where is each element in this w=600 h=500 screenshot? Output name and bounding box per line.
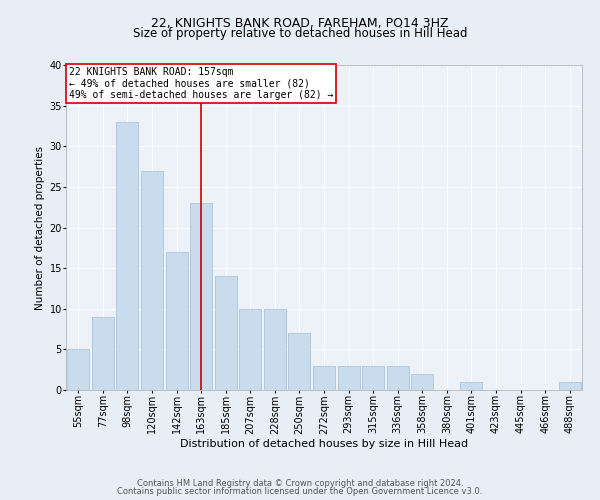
Bar <box>190 203 212 390</box>
Text: 22 KNIGHTS BANK ROAD: 157sqm
← 49% of detached houses are smaller (82)
49% of se: 22 KNIGHTS BANK ROAD: 157sqm ← 49% of de… <box>68 66 333 100</box>
Bar <box>460 382 482 390</box>
Bar <box>559 382 581 390</box>
Bar <box>362 366 384 390</box>
Text: Size of property relative to detached houses in Hill Head: Size of property relative to detached ho… <box>133 28 467 40</box>
Text: Contains HM Land Registry data © Crown copyright and database right 2024.: Contains HM Land Registry data © Crown c… <box>137 478 463 488</box>
Bar <box>141 170 163 390</box>
Bar <box>67 350 89 390</box>
Y-axis label: Number of detached properties: Number of detached properties <box>35 146 45 310</box>
Bar <box>166 252 188 390</box>
Text: Contains public sector information licensed under the Open Government Licence v3: Contains public sector information licen… <box>118 487 482 496</box>
Bar <box>338 366 359 390</box>
Bar <box>313 366 335 390</box>
Bar <box>411 374 433 390</box>
Text: 22, KNIGHTS BANK ROAD, FAREHAM, PO14 3HZ: 22, KNIGHTS BANK ROAD, FAREHAM, PO14 3HZ <box>151 18 449 30</box>
Bar <box>289 333 310 390</box>
Bar <box>264 308 286 390</box>
X-axis label: Distribution of detached houses by size in Hill Head: Distribution of detached houses by size … <box>180 439 468 449</box>
Bar <box>239 308 262 390</box>
Bar <box>215 276 237 390</box>
Bar <box>92 317 114 390</box>
Bar <box>386 366 409 390</box>
Bar <box>116 122 139 390</box>
